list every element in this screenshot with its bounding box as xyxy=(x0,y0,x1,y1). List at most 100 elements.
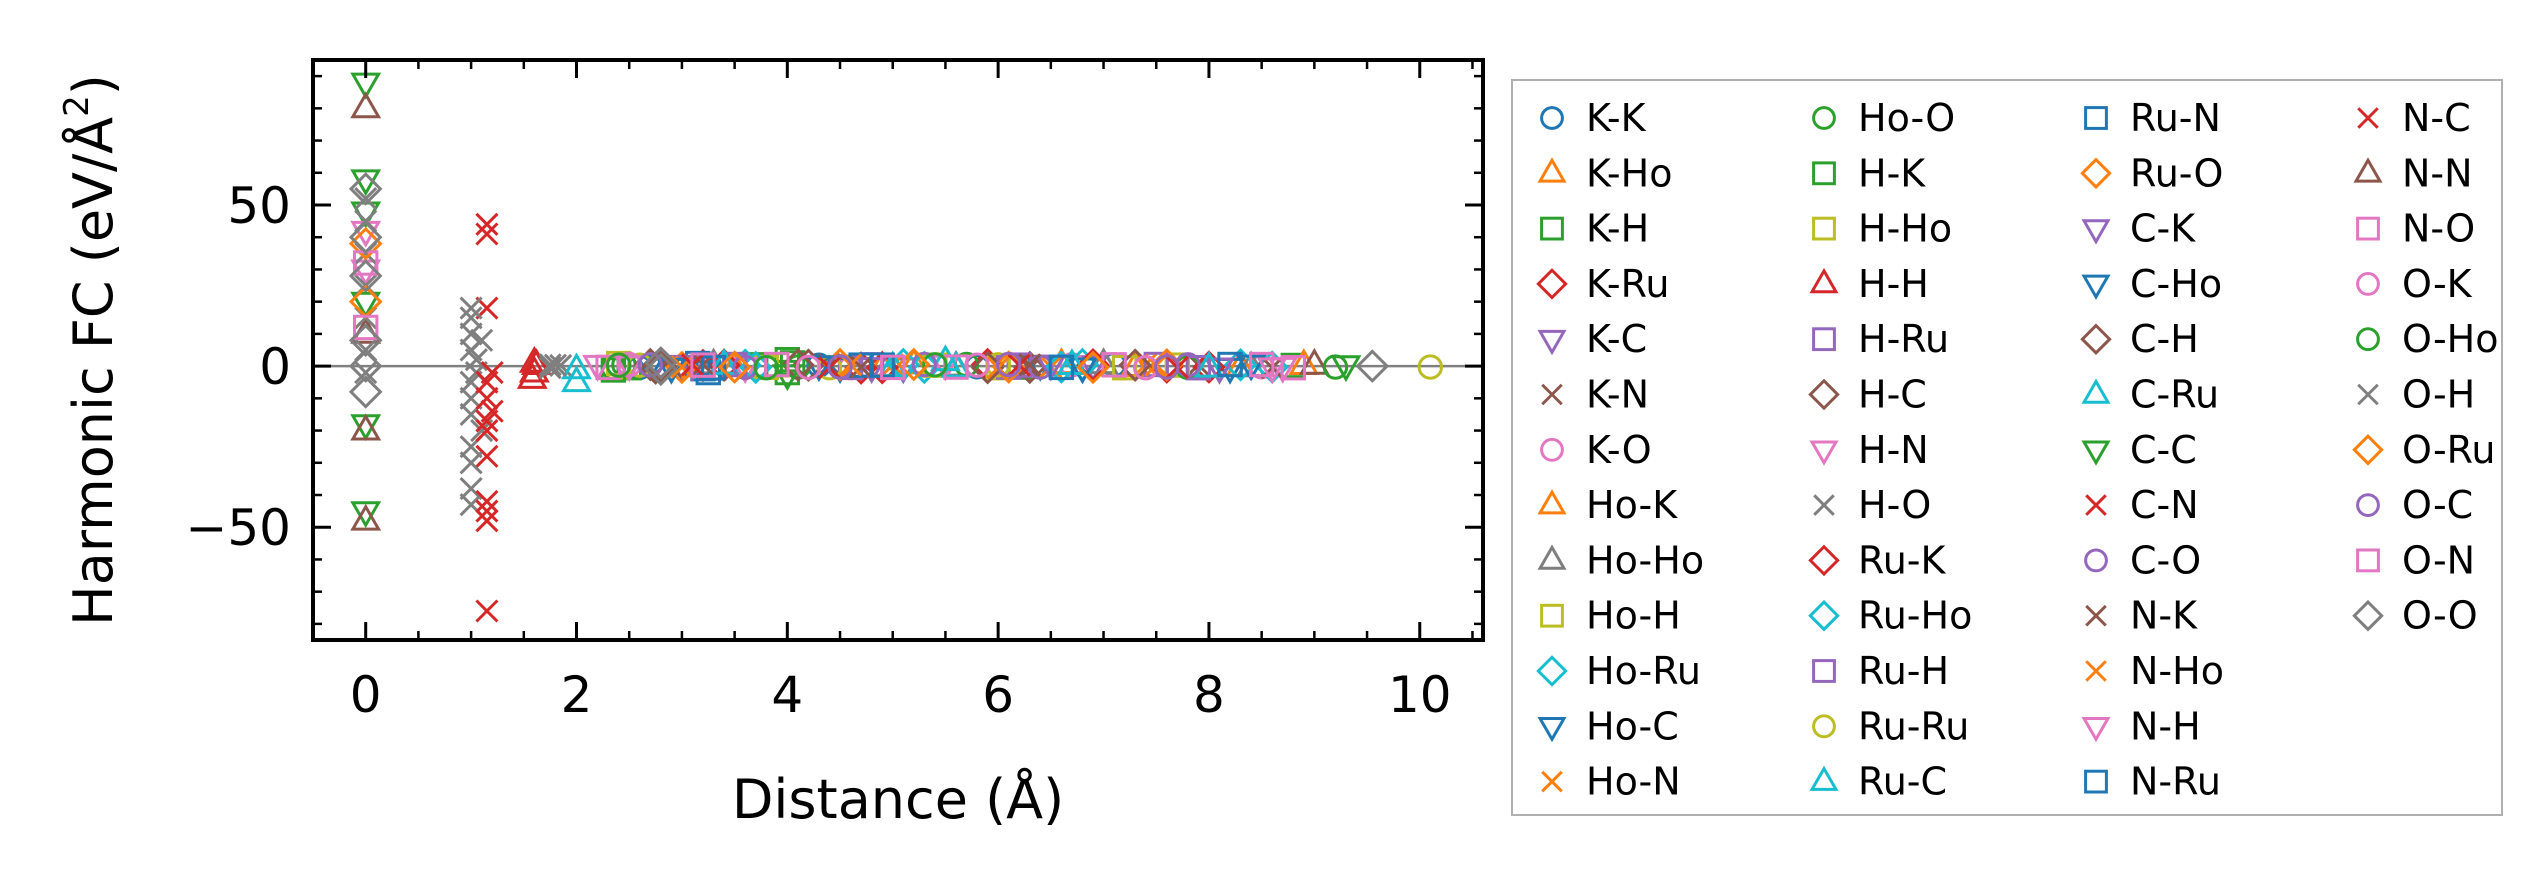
data-point xyxy=(605,352,632,378)
legend-label: K-H xyxy=(1586,207,1649,251)
data-point xyxy=(348,375,383,409)
x-tick-label: 4 xyxy=(771,666,803,724)
legend-marker xyxy=(1809,765,1839,791)
data-point xyxy=(940,350,972,378)
legend-label: Ru-Ho xyxy=(1858,594,1972,638)
axes: 0 2 4 6 8 10 50 0 −50 xyxy=(185,58,1485,724)
data-point xyxy=(1322,354,1349,380)
data-point xyxy=(354,186,378,211)
y-tick-label: −50 xyxy=(185,499,291,557)
legend-marker xyxy=(1808,544,1840,577)
series-C-C xyxy=(350,72,1362,529)
legend-entry: O-Ru xyxy=(2352,428,2495,472)
legend-label: N-H xyxy=(2130,704,2201,748)
data-point xyxy=(354,360,378,385)
legend-entry: N-N xyxy=(2353,151,2473,195)
legend-marker xyxy=(1808,378,1840,411)
legend-entry: Ho-O xyxy=(1812,96,1955,140)
legend-entry: Ho-Ru xyxy=(1536,649,1701,693)
legend-entry: N-K xyxy=(2085,594,2198,638)
data-point xyxy=(348,349,383,383)
data-point xyxy=(637,352,663,378)
legend-marker xyxy=(1541,770,1563,793)
legend-entry: N-C xyxy=(2357,96,2471,140)
legend-entry: C-N xyxy=(2085,483,2199,527)
legend-entry: H-N xyxy=(1809,428,1929,472)
legend-label: H-O xyxy=(1858,483,1931,527)
data-point xyxy=(538,353,562,377)
y-tick-label: 0 xyxy=(259,338,291,396)
data-point xyxy=(1298,347,1330,375)
legend-marker xyxy=(2084,548,2108,573)
legend-label: K-O xyxy=(1586,428,1652,472)
legend-label: C-H xyxy=(2130,317,2199,361)
legend-marker xyxy=(2356,272,2380,296)
legend-entry: Ho-K xyxy=(1537,483,1678,527)
legend-entry: Ho-N xyxy=(1541,760,1681,804)
legend-marker xyxy=(2081,274,2111,300)
legend-marker xyxy=(2356,548,2380,573)
series-C-N xyxy=(475,212,504,623)
legend-entry: Ru-N xyxy=(2084,96,2221,140)
legend-marker xyxy=(1537,157,1567,183)
legend-marker xyxy=(2081,440,2111,466)
data-point xyxy=(480,360,504,385)
data-point xyxy=(1076,350,1110,385)
legend-label: O-N xyxy=(2402,538,2475,582)
data-point xyxy=(1355,349,1390,383)
plot-area xyxy=(313,72,1483,623)
data-point xyxy=(644,350,678,384)
legend-marker xyxy=(1812,659,1836,683)
y-tick-label: 50 xyxy=(227,177,291,235)
data-point xyxy=(348,220,383,255)
legend-label: K-K xyxy=(1586,96,1647,140)
data-point xyxy=(1330,355,1362,383)
legend-marker xyxy=(1540,437,1564,462)
x-tick-label: 10 xyxy=(1388,666,1452,724)
legend-entry: O-N xyxy=(2356,538,2475,582)
data-point xyxy=(459,451,483,475)
legend-marker xyxy=(1540,216,1564,241)
legend-marker xyxy=(2081,378,2111,404)
data-point xyxy=(475,499,499,523)
legend-entry: N-H xyxy=(2081,704,2201,748)
legend-label: Ho-H xyxy=(1586,594,1681,638)
legend-entry: O-K xyxy=(2356,262,2473,306)
data-point xyxy=(1154,354,1180,380)
legend-marker xyxy=(2085,494,2107,516)
legend-marker xyxy=(1809,267,1839,294)
legend-label: Ho-C xyxy=(1586,704,1679,748)
data-point xyxy=(475,489,499,514)
data-point xyxy=(995,351,1022,378)
legend-label: N-N xyxy=(2402,151,2473,195)
x-tick-label: 2 xyxy=(561,666,593,724)
data-point xyxy=(350,291,382,319)
legend-label: K-N xyxy=(1586,373,1649,417)
data-point xyxy=(803,355,835,383)
data-point xyxy=(350,91,382,119)
data-point xyxy=(1101,352,1127,378)
legend-marker xyxy=(1540,603,1564,628)
data-point xyxy=(764,351,790,378)
legend-marker xyxy=(2353,157,2383,183)
legend-marker xyxy=(2081,219,2111,245)
data-point xyxy=(475,418,499,443)
data-point xyxy=(1077,355,1109,383)
legend-marker xyxy=(2352,599,2384,632)
legend-label: Ho-K xyxy=(1586,483,1678,527)
legend-label: C-C xyxy=(2130,428,2197,472)
y-axis-title: Harmonic FC (eV/Å2) xyxy=(57,74,125,626)
legend-entry: K-Ru xyxy=(1536,262,1669,306)
data-point xyxy=(561,365,592,393)
y-axis-title-main: Harmonic FC (eV/Å xyxy=(61,117,125,626)
series-O-C xyxy=(637,351,1180,380)
x-tick-label: 8 xyxy=(1193,666,1225,724)
data-point xyxy=(1066,357,1098,385)
legend-label: N-Ru xyxy=(2130,760,2221,804)
legend-label: K-Ru xyxy=(1586,262,1669,306)
legend-marker xyxy=(2085,660,2107,682)
legend-label: Ho-O xyxy=(1858,96,1955,140)
data-point xyxy=(1048,354,1075,381)
legend-marker xyxy=(1809,440,1839,466)
